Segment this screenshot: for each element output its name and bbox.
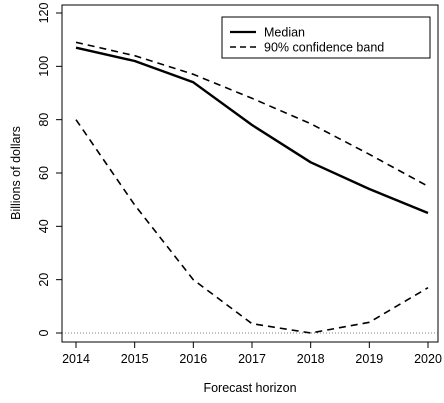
x-tick-label: 2016 (179, 352, 207, 366)
legend-box (221, 16, 431, 59)
series-line-confidence-lower (75, 119, 429, 334)
y-tick-label: 40 (37, 219, 51, 233)
legend-label-confidence-band: 90% confidence band (264, 41, 384, 55)
x-tick-label: 2014 (62, 352, 90, 366)
x-tick-label: 2015 (121, 352, 149, 366)
x-tick-label: 2017 (238, 352, 266, 366)
y-tick-label: 100 (37, 56, 51, 77)
y-tick-label: 120 (37, 3, 51, 24)
legend-label-median: Median (264, 26, 305, 40)
y-axis-title: Billions of dollars (9, 126, 23, 220)
y-tick-label: 0 (37, 329, 51, 336)
x-axis-title: Forecast horizon (203, 381, 296, 395)
y-tick-label: 80 (37, 113, 51, 127)
x-tick-label: 2020 (414, 352, 442, 366)
x-tick-label: 2019 (355, 352, 383, 366)
legend: Median 90% confidence band (221, 16, 431, 59)
series-line-confidence-upper (75, 41, 429, 188)
series-line-median (75, 46, 429, 215)
y-tick-label: 20 (37, 273, 51, 287)
y-tick-label: 60 (37, 166, 51, 180)
x-tick-label: 2018 (297, 352, 325, 366)
